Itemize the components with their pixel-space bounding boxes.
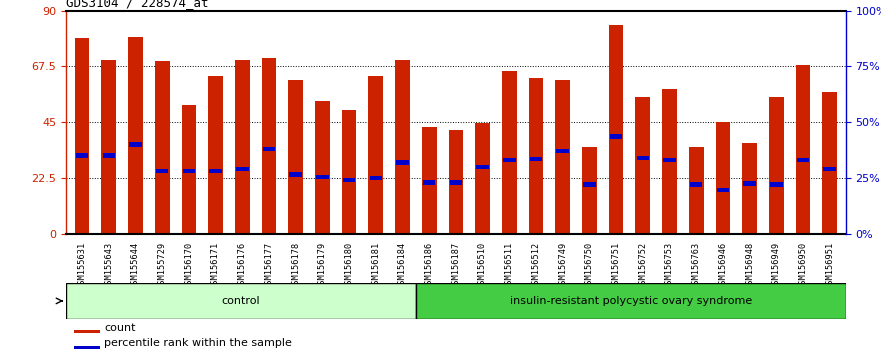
Bar	[449, 180, 463, 184]
Bar	[236, 167, 248, 171]
Bar	[263, 147, 275, 151]
Bar	[368, 76, 383, 234]
Bar	[583, 182, 596, 187]
Bar	[156, 169, 168, 173]
Bar	[529, 78, 544, 234]
Bar	[208, 76, 223, 234]
Bar	[635, 97, 650, 234]
Text: percentile rank within the sample: percentile rank within the sample	[104, 338, 292, 348]
Bar	[396, 160, 409, 165]
Bar	[316, 175, 329, 179]
Bar	[262, 58, 277, 234]
Bar	[663, 158, 676, 162]
Bar	[102, 153, 115, 158]
Bar	[582, 147, 596, 234]
Bar	[769, 97, 784, 234]
Bar	[475, 124, 490, 234]
Bar	[770, 182, 782, 187]
Bar	[130, 142, 142, 147]
Bar	[557, 149, 569, 153]
Text: count: count	[104, 322, 136, 332]
Bar	[610, 135, 622, 139]
Bar	[74, 346, 100, 349]
Text: GDS3104 / 228574_at: GDS3104 / 228574_at	[66, 0, 209, 10]
Bar	[416, 283, 846, 319]
Bar	[181, 105, 196, 234]
Bar	[744, 181, 756, 186]
Bar	[210, 169, 222, 173]
Bar	[796, 158, 810, 162]
Bar	[423, 180, 435, 184]
Bar	[422, 127, 437, 234]
Bar	[155, 62, 169, 234]
Bar	[503, 158, 515, 162]
Bar	[555, 80, 570, 234]
Bar	[396, 60, 410, 234]
Bar	[369, 176, 382, 180]
Text: control: control	[221, 296, 260, 306]
Bar	[235, 60, 249, 234]
Bar	[76, 153, 88, 158]
Bar	[75, 38, 90, 234]
Bar	[716, 188, 729, 192]
Bar	[342, 110, 357, 234]
Bar	[690, 182, 702, 187]
Bar	[689, 147, 704, 234]
Bar	[128, 37, 143, 234]
Bar	[66, 283, 416, 319]
Bar	[529, 157, 543, 161]
Text: insulin-resistant polycystic ovary syndrome: insulin-resistant polycystic ovary syndr…	[509, 296, 751, 306]
Bar	[315, 101, 329, 234]
Bar	[502, 72, 516, 234]
Bar	[824, 167, 836, 171]
Bar	[448, 130, 463, 234]
Bar	[796, 65, 811, 234]
Bar	[477, 165, 489, 169]
Bar	[288, 80, 303, 234]
Bar	[637, 156, 649, 160]
Bar	[822, 92, 837, 234]
Bar	[290, 172, 302, 177]
Bar	[74, 330, 100, 333]
Bar	[609, 25, 624, 234]
Bar	[182, 169, 196, 173]
Bar	[715, 122, 730, 234]
Bar	[743, 143, 757, 234]
Bar	[663, 89, 677, 234]
Bar	[343, 178, 355, 182]
Bar	[101, 60, 116, 234]
